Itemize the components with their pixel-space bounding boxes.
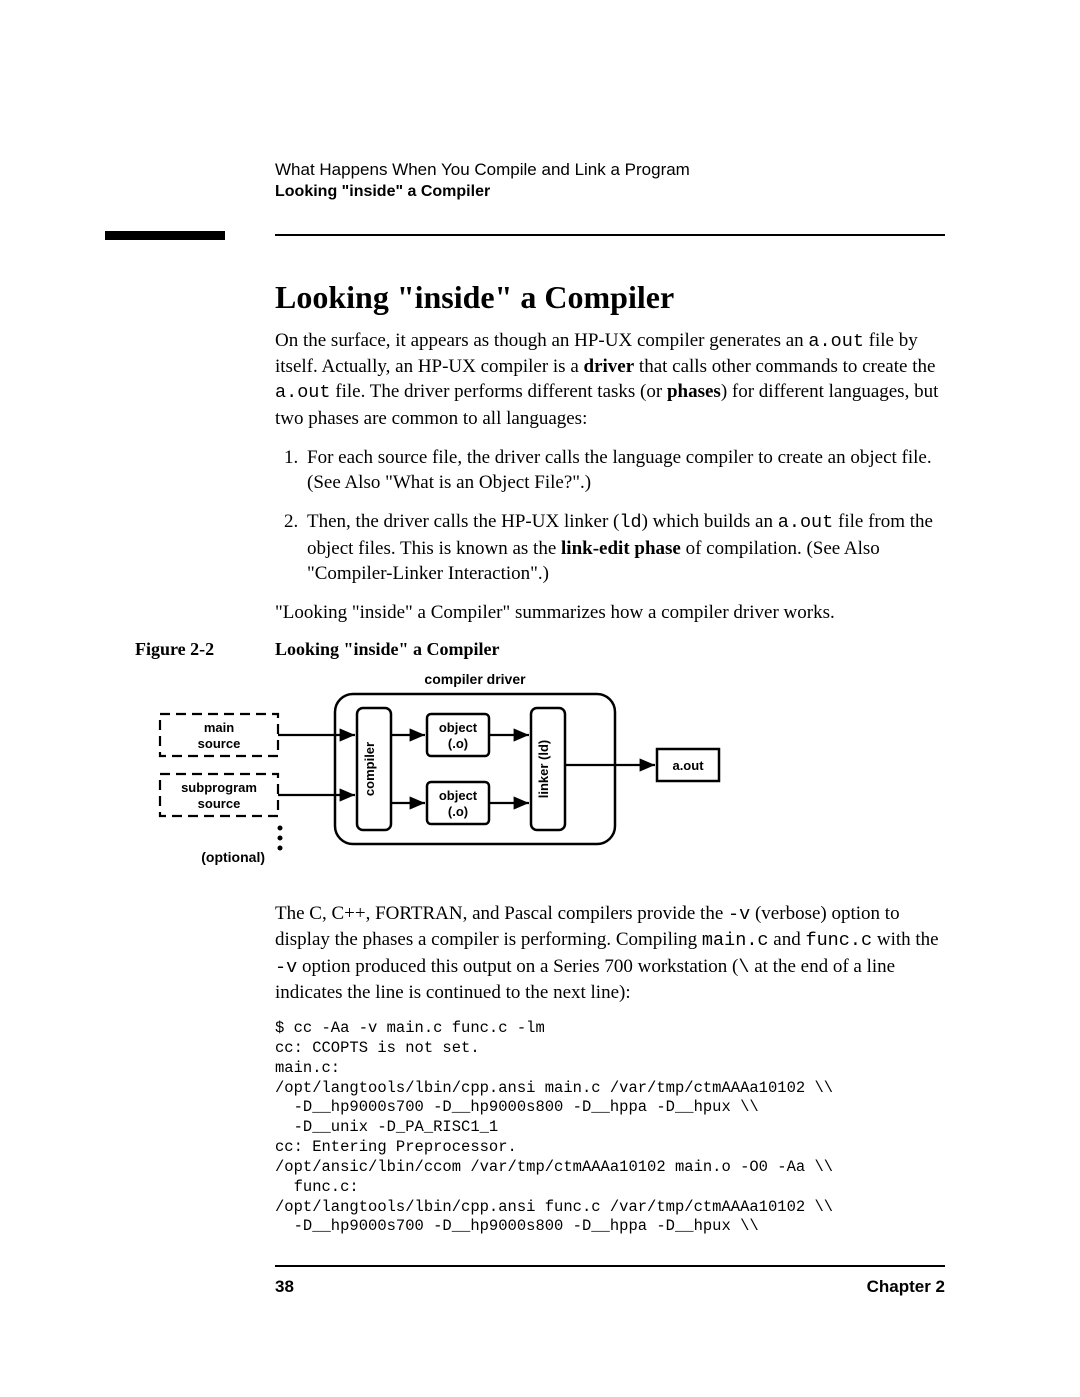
code-funcc: func.c <box>805 930 872 951</box>
bold-phases: phases <box>667 381 721 402</box>
figure-heading: Figure 2-2 Looking "inside" a Compiler <box>135 639 945 660</box>
page-number: 38 <box>275 1277 294 1297</box>
chapter-label: Chapter 2 <box>867 1277 945 1297</box>
figure-label: Figure 2-2 <box>135 639 275 660</box>
svg-text:source: source <box>198 796 241 811</box>
svg-text:(.o): (.o) <box>448 804 468 819</box>
bold-driver: driver <box>584 356 635 377</box>
code-ld: ld <box>619 512 641 533</box>
header-chapter: What Happens When You Compile and Link a… <box>275 160 945 180</box>
figure-caption: Looking "inside" a Compiler <box>275 639 500 660</box>
svg-text:linker (ld): linker (ld) <box>536 740 551 799</box>
svg-text:a.out: a.out <box>672 758 704 773</box>
code-v: -v <box>275 957 297 978</box>
svg-text:main: main <box>204 720 234 735</box>
rule-thick <box>105 231 225 240</box>
svg-text:compiler: compiler <box>362 742 377 796</box>
verbose-paragraph: The C, C++, FORTRAN, and Pascal compiler… <box>275 901 945 1005</box>
svg-text:object: object <box>439 788 478 803</box>
code-mainc: main.c <box>702 930 769 951</box>
code-aout: a.out <box>275 382 331 403</box>
header-rule <box>135 231 945 245</box>
footer: 38 Chapter 2 <box>275 1265 945 1297</box>
list-item: For each source file, the driver calls t… <box>303 445 945 495</box>
code-v: -v <box>728 904 750 925</box>
svg-text:source: source <box>198 736 241 751</box>
body-content: Looking "inside" a Compiler On the surfa… <box>275 279 945 1237</box>
svg-text:subprogram: subprogram <box>181 780 257 795</box>
page-title: Looking "inside" a Compiler <box>275 279 945 316</box>
svg-text:(.o): (.o) <box>448 736 468 751</box>
rule-thin <box>275 234 945 236</box>
svg-text:object: object <box>439 720 478 735</box>
bold-linkedit: link-edit phase <box>561 538 681 559</box>
code-aout: a.out <box>808 331 864 352</box>
list-item: Then, the driver calls the HP-UX linker … <box>303 509 945 586</box>
header-section: Looking "inside" a Compiler <box>275 183 945 201</box>
running-header: What Happens When You Compile and Link a… <box>275 160 945 201</box>
svg-text:(optional): (optional) <box>201 849 265 865</box>
compiler-diagram: compiler driver main source subprogram s… <box>135 666 945 891</box>
footer-rule <box>275 1265 945 1267</box>
page: What Happens When You Compile and Link a… <box>0 0 1080 1397</box>
dg-driver-box <box>335 694 615 844</box>
summary-paragraph: "Looking "inside" a Compiler" summarizes… <box>275 600 945 625</box>
dg-top-label: compiler driver <box>424 671 526 687</box>
phase-list: For each source file, the driver calls t… <box>275 445 945 586</box>
code-backslash: \ <box>738 957 749 978</box>
intro-paragraph: On the surface, it appears as though an … <box>275 328 945 431</box>
code-aout: a.out <box>778 512 834 533</box>
code-output: $ cc -Aa -v main.c func.c -lm cc: CCOPTS… <box>275 1019 945 1237</box>
